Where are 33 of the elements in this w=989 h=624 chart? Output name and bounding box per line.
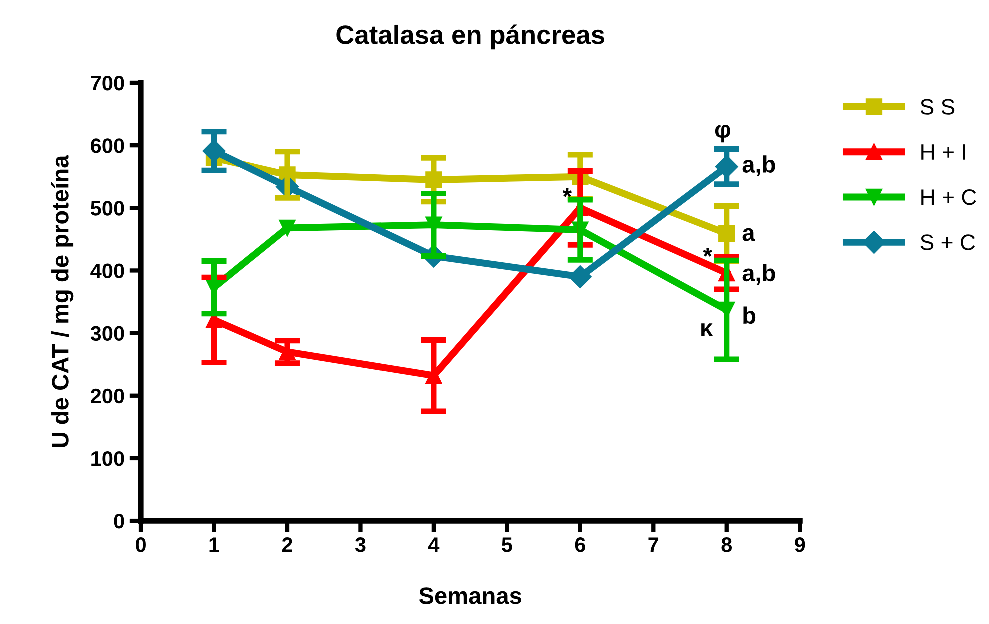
- x-tick-label: 5: [502, 538, 512, 552]
- y-tick-label: 200: [91, 388, 124, 404]
- annotation: κ: [702, 324, 714, 336]
- x-tick-label: 8: [722, 538, 732, 552]
- y-tick-label: 100: [92, 451, 124, 466]
- chart-title: Catalasa en páncreas: [336, 24, 604, 50]
- legend-label: H + I: [922, 144, 966, 160]
- x-tick-label: 0: [136, 538, 146, 552]
- y-axis-title: U de CAT / mg de proteína: [51, 155, 74, 448]
- x-axis-title: Semanas: [419, 588, 522, 604]
- annotation: a,b: [742, 264, 776, 286]
- x-tick-label: 3: [355, 538, 366, 552]
- x-tick-label: 4: [428, 538, 440, 552]
- y-tick-label: 700: [91, 76, 124, 91]
- legend-label: S S: [920, 99, 955, 115]
- annotation: *: [703, 248, 712, 257]
- legend-label: S + C: [920, 234, 976, 250]
- x-tick-label: 6: [575, 538, 586, 552]
- x-tick-label: 9: [795, 538, 806, 552]
- y-tick-label: 400: [90, 264, 124, 278]
- annotation: a,b: [742, 156, 776, 176]
- annotation: b: [744, 306, 756, 324]
- x-tick-label: 1: [210, 538, 220, 552]
- x-tick-label: 7: [648, 538, 659, 552]
- y-tick-label: 500: [90, 201, 124, 216]
- y-tick-label: 600: [91, 138, 124, 154]
- x-tick-label: 2: [282, 538, 292, 552]
- y-tick-label: 0: [114, 514, 124, 529]
- annotation: φ: [715, 124, 731, 143]
- annotation: a: [742, 228, 756, 242]
- y-tick-label: 300: [90, 326, 124, 342]
- legend-label: H + C: [922, 190, 976, 206]
- annotation: *: [562, 188, 572, 198]
